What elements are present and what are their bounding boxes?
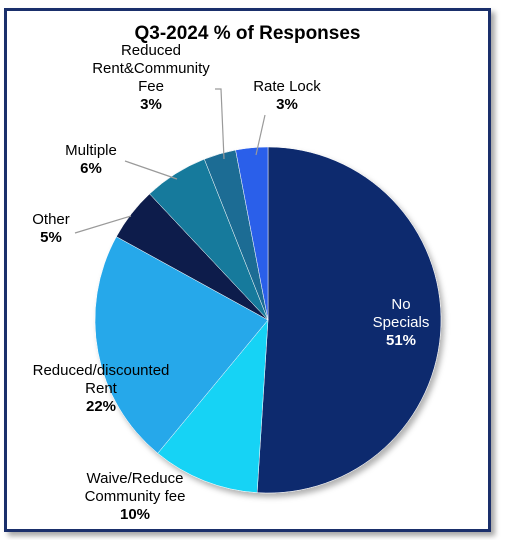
slice-label: Other 5% bbox=[32, 211, 70, 246]
leader-lines bbox=[74, 88, 266, 234]
slice-label-value: 22% bbox=[86, 398, 116, 415]
slice-labels: No Specials 51% Waive/Reduce Community fee 10… bbox=[32, 42, 429, 523]
leader-line bbox=[124, 160, 178, 180]
pie-slice-no-specials bbox=[256, 146, 442, 494]
slice-label: Waive/Reduce Community fee 10% bbox=[85, 470, 186, 523]
slice-label-value: 3% bbox=[276, 96, 298, 113]
slice-label: Multiple 6% bbox=[65, 142, 117, 177]
pie-chart: No Specials 51% Waive/Reduce Community fee 10… bbox=[32, 42, 442, 523]
slice-label-name: Multiple bbox=[65, 142, 117, 159]
slice-label-name: Specials bbox=[373, 314, 430, 331]
slice-label-name: Fee bbox=[138, 78, 164, 95]
slice-label-name: Other bbox=[32, 211, 70, 228]
slice-label-name: Rent&Community bbox=[92, 60, 210, 77]
slice-label-name: Reduced bbox=[121, 42, 181, 59]
slice-label-value: 6% bbox=[80, 160, 102, 177]
leader-line bbox=[255, 114, 266, 156]
leader-line bbox=[74, 215, 132, 234]
pie-slice-reduced-discounted-rent bbox=[94, 236, 269, 454]
slice-label-name: Reduced/discounted bbox=[33, 362, 170, 379]
slice-label-value: 5% bbox=[40, 229, 62, 246]
slice-label: Reduced/discounted Rent 22% bbox=[33, 362, 170, 415]
slice-label-value: 51% bbox=[386, 332, 416, 349]
chart-frame: Q3-2024 % of Responses No Specials 51% Waiv… bbox=[4, 8, 491, 532]
slice-label-value: 3% bbox=[140, 96, 162, 113]
pie-slice-rate-lock bbox=[235, 146, 269, 321]
pie-slices bbox=[94, 146, 442, 494]
slice-label-name: Rate Lock bbox=[253, 78, 321, 95]
slice-label: Rate Lock 3% bbox=[253, 78, 321, 113]
leader-line bbox=[215, 88, 225, 160]
slice-label-name: No bbox=[391, 296, 410, 313]
slice-label-name: Waive/Reduce bbox=[87, 470, 184, 487]
slice-label-name: Community fee bbox=[85, 488, 186, 505]
slice-label: Reduced Rent&Community Fee 3% bbox=[92, 42, 210, 113]
slice-label-name: Rent bbox=[85, 380, 118, 397]
pie-slice-waive-reduce-community-fee bbox=[157, 319, 269, 493]
slice-label: No Specials 51% bbox=[373, 296, 430, 349]
chart-title: Q3-2024 % of Responses bbox=[134, 23, 361, 44]
slice-label-value: 10% bbox=[120, 506, 150, 523]
